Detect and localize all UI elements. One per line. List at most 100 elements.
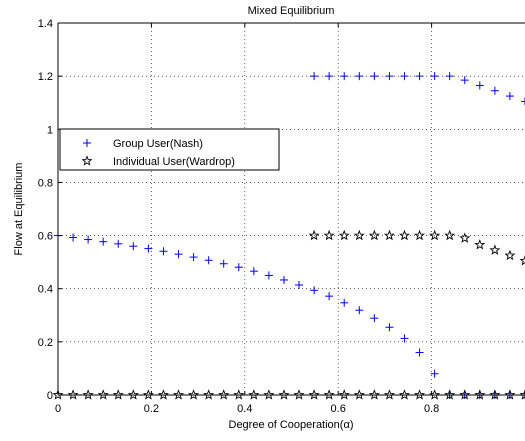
plot-background <box>58 23 525 395</box>
data-point-star <box>218 389 230 400</box>
x-tick-label: 0 <box>55 403 61 415</box>
data-point-star <box>127 389 139 400</box>
data-point-plus <box>249 267 258 276</box>
data-point-plus <box>264 271 273 280</box>
data-point-star <box>338 389 350 400</box>
data-point-star <box>97 389 109 400</box>
legend-entry-individual-user: Individual User(Wardrop) <box>81 155 235 168</box>
data-point-star <box>398 389 410 400</box>
data-point-star <box>444 389 456 400</box>
y-tick-label: 1.4 <box>38 18 53 30</box>
data-point-star <box>383 229 395 241</box>
data-point-plus <box>279 275 288 284</box>
data-point-plus <box>400 334 409 343</box>
data-point-star <box>233 389 245 400</box>
data-point-plus <box>430 72 439 81</box>
data-point-plus <box>295 280 304 289</box>
data-point-plus <box>415 348 424 357</box>
data-point-plus <box>475 81 484 90</box>
data-point-plus <box>219 259 228 268</box>
data-point-plus <box>340 298 349 307</box>
axes <box>57 22 525 396</box>
data-point-plus <box>340 72 349 81</box>
legend-label-individual-user: Individual User(Wardrop) <box>113 156 235 168</box>
data-point-star <box>203 389 215 400</box>
data-point-plus <box>310 286 319 295</box>
legend-label-group-user: Group User(Nash) <box>113 138 203 150</box>
data-point-star <box>504 389 516 400</box>
data-point-star <box>293 389 305 400</box>
data-point-star <box>248 389 260 400</box>
data-point-star <box>383 389 395 400</box>
data-point-star <box>414 229 426 241</box>
data-point-plus <box>325 292 334 301</box>
data-point-plus <box>355 306 364 315</box>
data-point-star <box>173 389 185 400</box>
series-0 <box>54 72 525 399</box>
data-point-star <box>444 229 456 241</box>
data-point-star <box>188 389 200 400</box>
data-point-plus <box>204 256 213 265</box>
data-point-star <box>82 389 94 400</box>
data-point-star <box>67 389 79 400</box>
data-point-star <box>429 229 441 241</box>
data-point-star <box>489 244 501 255</box>
data-point-star <box>414 389 426 400</box>
x-tick-label: 0.2 <box>144 403 159 415</box>
data-point-star <box>459 232 471 243</box>
y-tick-label: 1 <box>47 124 53 136</box>
data-point-plus <box>385 323 394 332</box>
data-point-star <box>52 389 64 400</box>
data-point-star <box>353 389 365 400</box>
data-point-star <box>157 389 169 400</box>
data-point-plus <box>430 369 439 378</box>
data-point-plus <box>144 244 153 253</box>
data-point-plus <box>114 239 123 248</box>
data-point-plus <box>99 237 108 246</box>
data-point-plus <box>505 92 514 101</box>
series-1 <box>52 229 525 400</box>
data-point-plus <box>460 76 469 85</box>
x-axis-label: Degree of Cooperation(α) <box>229 419 354 431</box>
y-tick-label: 0.2 <box>38 337 53 349</box>
x-tick-label: 0.6 <box>331 403 346 415</box>
data-point-plus <box>521 97 525 106</box>
data-point-star <box>459 389 471 400</box>
data-point-star <box>112 389 124 400</box>
x-tick-label: 0.4 <box>237 403 252 415</box>
data-points <box>52 72 525 400</box>
data-point-star <box>308 229 320 241</box>
tick-labels: 0 0.2 0.4 0.6 0.8 0 0.2 0.4 0.6 0.8 1 1.2 1.4 <box>38 18 440 415</box>
data-point-star <box>263 389 275 400</box>
y-axis-label: Flow at Equilibrium <box>13 163 25 256</box>
data-point-star <box>398 229 410 241</box>
legend-marker-plus <box>83 139 91 147</box>
x-tick-label: 0.8 <box>424 403 439 415</box>
legend-star-mark <box>81 155 93 166</box>
legend-entry-group-user: Group User(Nash) <box>83 138 203 150</box>
data-point-star <box>474 389 486 400</box>
y-tick-label: 0.6 <box>38 231 53 243</box>
y-tick-label: 1.2 <box>38 71 53 83</box>
data-point-plus <box>159 247 168 256</box>
data-point-star <box>353 229 365 241</box>
data-point-star <box>368 389 380 400</box>
data-point-star <box>308 389 320 400</box>
data-point-star <box>504 249 516 261</box>
data-point-star <box>323 229 335 241</box>
data-point-star <box>368 229 380 241</box>
data-point-star <box>519 389 525 400</box>
data-point-plus <box>370 314 379 323</box>
legend-marker-star <box>81 155 93 166</box>
data-point-plus <box>415 72 424 81</box>
data-point-star <box>278 389 290 400</box>
data-point-star <box>489 389 501 400</box>
legend-box <box>59 128 280 171</box>
data-point-star <box>323 389 335 400</box>
y-tick-label: 0 <box>47 390 53 402</box>
chart-title: Mixed Equilibrium <box>248 5 335 17</box>
data-point-plus <box>370 72 379 81</box>
y-tick-label: 0.8 <box>38 177 53 189</box>
data-point-star <box>474 239 486 250</box>
